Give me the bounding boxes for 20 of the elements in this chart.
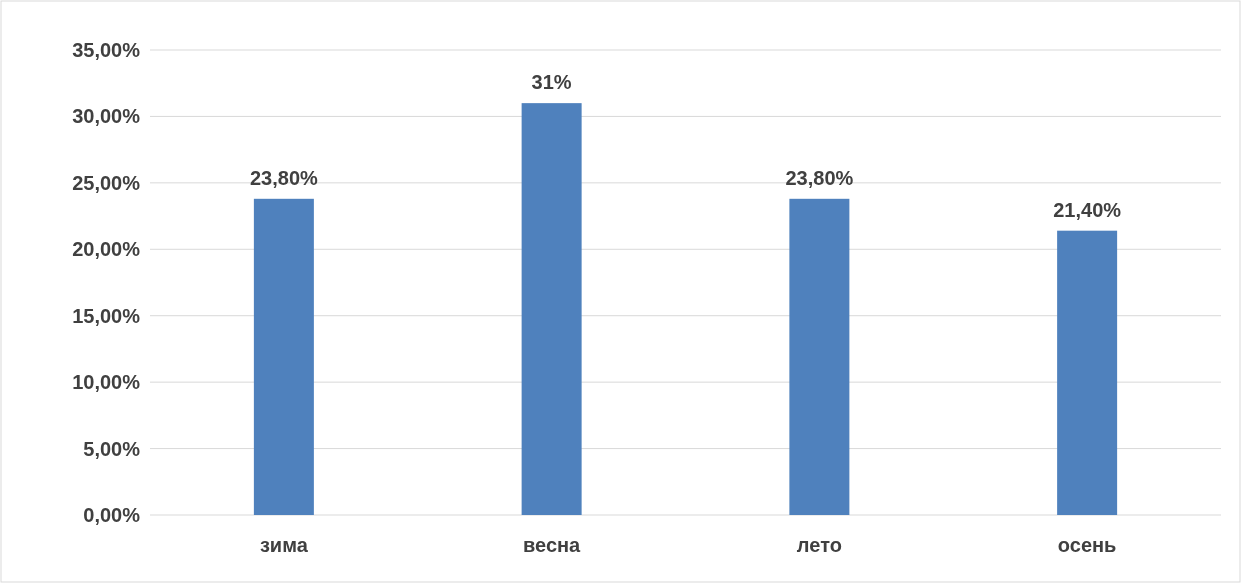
data-label: 31% — [531, 71, 572, 94]
y-tick-label: 5,00% — [83, 437, 141, 460]
y-tick-label: 25,00% — [72, 171, 141, 194]
data-label: 21,40% — [1053, 198, 1122, 221]
bar — [1057, 230, 1118, 515]
x-tick-label: зима — [259, 534, 309, 556]
bar — [521, 103, 582, 515]
data-label: 23,80% — [785, 166, 854, 189]
x-tick-label: лето — [796, 534, 842, 556]
y-tick-label: 30,00% — [72, 105, 141, 128]
data-label: 23,80% — [249, 166, 318, 189]
bar — [253, 198, 314, 515]
bar — [789, 198, 850, 515]
x-tick-label: весна — [523, 534, 582, 556]
y-tick-label: 20,00% — [72, 238, 141, 261]
y-tick-label: 15,00% — [72, 304, 141, 327]
y-tick-label: 35,00% — [72, 39, 141, 61]
y-tick-label: 10,00% — [72, 371, 141, 394]
y-tick-label: 0,00% — [83, 504, 141, 526]
x-tick-label: осень — [1057, 534, 1117, 556]
